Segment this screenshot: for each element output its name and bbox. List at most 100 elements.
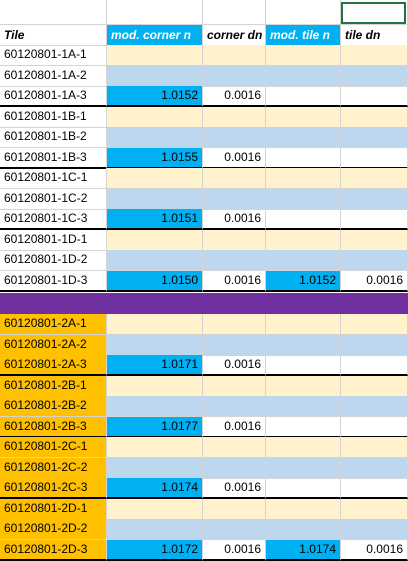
corner-dn-cell[interactable]	[203, 106, 266, 128]
mod-tile-n-cell[interactable]	[266, 416, 341, 438]
tile-cell[interactable]: 60120801-2C-2	[0, 457, 107, 479]
mod-corner-n-cell[interactable]	[107, 396, 203, 417]
tile-dn-cell[interactable]	[341, 375, 408, 397]
mod-corner-n-cell[interactable]	[107, 106, 203, 128]
tile-cell[interactable]: 60120801-2C-1	[0, 437, 107, 458]
cell-empty[interactable]	[0, 0, 107, 25]
tile-dn-cell[interactable]	[341, 188, 408, 210]
mod-tile-n-cell[interactable]: 1.0152	[266, 270, 341, 292]
corner-dn-cell[interactable]: 0.0016	[203, 86, 266, 107]
mod-corner-n-cell[interactable]	[107, 375, 203, 397]
tile-cell[interactable]: 60120801-1B-1	[0, 106, 107, 128]
corner-dn-cell[interactable]	[203, 375, 266, 397]
tile-cell[interactable]: 60120801-2D-1	[0, 498, 107, 520]
tile-dn-cell[interactable]	[341, 45, 408, 66]
corner-dn-cell[interactable]: 0.0016	[203, 416, 266, 438]
corner-dn-cell[interactable]: 0.0016	[203, 270, 266, 292]
mod-tile-n-cell[interactable]	[266, 375, 341, 397]
mod-corner-n-cell[interactable]	[107, 314, 203, 335]
tile-dn-cell[interactable]	[341, 209, 408, 230]
mod-corner-n-cell[interactable]: 1.0150	[107, 270, 203, 292]
corner-dn-cell[interactable]	[203, 250, 266, 271]
tile-dn-cell[interactable]: 0.0016	[341, 270, 408, 292]
corner-dn-cell[interactable]	[203, 498, 266, 520]
corner-dn-cell[interactable]	[203, 457, 266, 479]
mod-corner-n-cell[interactable]	[107, 498, 203, 520]
tile-cell[interactable]: 60120801-1C-1	[0, 168, 107, 189]
corner-dn-cell[interactable]: 0.0016	[203, 478, 266, 499]
corner-dn-cell[interactable]	[203, 65, 266, 87]
tile-cell[interactable]: 60120801-2C-3	[0, 478, 107, 499]
tile-dn-cell[interactable]	[341, 65, 408, 87]
mod-tile-n-cell[interactable]	[266, 127, 341, 148]
mod-tile-n-cell[interactable]	[266, 498, 341, 520]
tile-dn-cell[interactable]	[341, 519, 408, 540]
tile-cell[interactable]: 60120801-2A-1	[0, 314, 107, 335]
header-tile-dn[interactable]: tile dn	[341, 25, 408, 46]
tile-cell[interactable]: 60120801-1B-2	[0, 127, 107, 148]
tile-dn-cell[interactable]	[341, 229, 408, 251]
tile-dn-cell[interactable]	[341, 498, 408, 520]
mod-corner-n-cell[interactable]	[107, 519, 203, 540]
corner-dn-cell[interactable]	[203, 45, 266, 66]
mod-corner-n-cell[interactable]	[107, 168, 203, 189]
mod-tile-n-cell[interactable]: 1.0174	[266, 539, 341, 561]
mod-tile-n-cell[interactable]	[266, 314, 341, 335]
tile-cell[interactable]: 60120801-2A-2	[0, 334, 107, 356]
tile-cell[interactable]: 60120801-1D-2	[0, 250, 107, 271]
mod-tile-n-cell[interactable]	[266, 250, 341, 271]
mod-corner-n-cell[interactable]	[107, 437, 203, 458]
mod-corner-n-cell[interactable]: 1.0151	[107, 209, 203, 230]
tile-cell[interactable]: 60120801-1C-2	[0, 188, 107, 210]
cell-empty[interactable]	[266, 0, 341, 25]
mod-corner-n-cell[interactable]: 1.0172	[107, 539, 203, 561]
mod-tile-n-cell[interactable]	[266, 168, 341, 189]
tile-dn-cell[interactable]	[341, 396, 408, 417]
tile-dn-cell[interactable]	[341, 437, 408, 458]
tile-dn-cell[interactable]	[341, 147, 408, 169]
mod-tile-n-cell[interactable]	[266, 437, 341, 458]
mod-tile-n-cell[interactable]	[266, 209, 341, 230]
tile-dn-cell[interactable]	[341, 416, 408, 438]
mod-tile-n-cell[interactable]	[266, 106, 341, 128]
mod-tile-n-cell[interactable]	[266, 396, 341, 417]
corner-dn-cell[interactable]	[203, 229, 266, 251]
corner-dn-cell[interactable]	[203, 396, 266, 417]
corner-dn-cell[interactable]	[203, 188, 266, 210]
tile-dn-cell[interactable]	[341, 250, 408, 271]
tile-cell[interactable]: 60120801-1C-3	[0, 209, 107, 230]
header-mod-corner-n[interactable]: mod. corner n	[107, 25, 203, 46]
tile-cell[interactable]: 60120801-2D-3	[0, 539, 107, 561]
corner-dn-cell[interactable]	[203, 127, 266, 148]
tile-dn-cell[interactable]	[341, 334, 408, 356]
mod-tile-n-cell[interactable]	[266, 45, 341, 66]
tile-dn-cell[interactable]: 0.0016	[341, 539, 408, 561]
tile-dn-cell[interactable]	[341, 314, 408, 335]
corner-dn-cell[interactable]	[203, 334, 266, 356]
tile-cell[interactable]: 60120801-1A-1	[0, 45, 107, 66]
corner-dn-cell[interactable]	[203, 314, 266, 335]
corner-dn-cell[interactable]	[203, 168, 266, 189]
tile-dn-cell[interactable]	[341, 457, 408, 479]
mod-corner-n-cell[interactable]: 1.0177	[107, 416, 203, 438]
mod-corner-n-cell[interactable]	[107, 250, 203, 271]
corner-dn-cell[interactable]	[203, 437, 266, 458]
tile-cell[interactable]: 60120801-2A-3	[0, 355, 107, 376]
header-corner-dn[interactable]: corner dn	[203, 25, 266, 46]
corner-dn-cell[interactable]: 0.0016	[203, 147, 266, 169]
mod-tile-n-cell[interactable]	[266, 457, 341, 479]
mod-tile-n-cell[interactable]	[266, 65, 341, 87]
corner-dn-cell[interactable]: 0.0016	[203, 539, 266, 561]
mod-corner-n-cell[interactable]: 1.0174	[107, 478, 203, 499]
tile-dn-cell[interactable]	[341, 127, 408, 148]
mod-corner-n-cell[interactable]: 1.0152	[107, 86, 203, 107]
cell-empty[interactable]	[107, 0, 203, 25]
corner-dn-cell[interactable]	[203, 519, 266, 540]
mod-corner-n-cell[interactable]	[107, 334, 203, 356]
mod-tile-n-cell[interactable]	[266, 147, 341, 169]
mod-tile-n-cell[interactable]	[266, 86, 341, 107]
tile-cell[interactable]: 60120801-1D-1	[0, 229, 107, 251]
corner-dn-cell[interactable]: 0.0016	[203, 355, 266, 376]
mod-corner-n-cell[interactable]	[107, 229, 203, 251]
group-separator[interactable]	[0, 293, 408, 314]
